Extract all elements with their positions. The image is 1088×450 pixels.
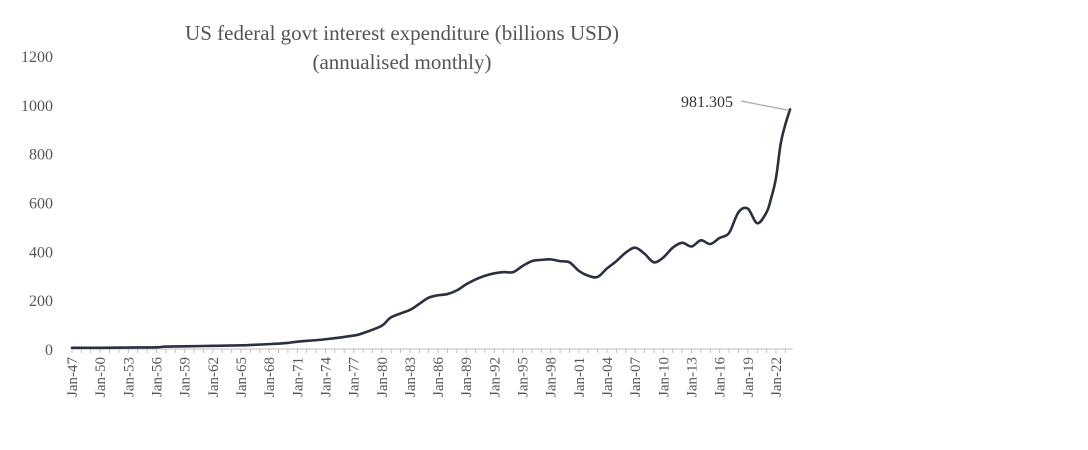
annotation-leader-line [740, 100, 790, 111]
chart-title: US federal govt interest expenditure (bi… [185, 21, 619, 45]
x-tick-label: Jan-07 [628, 357, 644, 397]
x-tick-label: Jan-77 [347, 357, 363, 397]
x-tick-label: Jan-04 [600, 357, 616, 397]
x-tick-label: Jan-10 [656, 357, 672, 397]
y-tick-label: 800 [29, 147, 53, 164]
x-tick-label: Jan-95 [516, 357, 532, 397]
x-tick-label: Jan-68 [262, 357, 278, 397]
x-tick-label: Jan-92 [487, 357, 503, 397]
x-tick-label: Jan-80 [375, 357, 391, 397]
y-tick-label: 400 [29, 244, 53, 261]
x-tick-label: Jan-56 [149, 357, 165, 397]
annotation-label: 981.305 [681, 94, 733, 111]
x-tick-label: Jan-53 [121, 357, 137, 397]
x-tick-label: Jan-16 [713, 357, 729, 397]
y-tick-label: 1000 [21, 98, 53, 115]
y-tick-label: 200 [29, 293, 53, 310]
annotations: 981.305 [681, 94, 790, 111]
x-tick-label: Jan-19 [741, 357, 757, 397]
x-tick-label: Jan-22 [769, 357, 785, 397]
x-tick-label: Jan-47 [65, 357, 81, 397]
series-line-0 [70, 108, 792, 350]
y-tick-label: 0 [45, 342, 53, 359]
x-tick-label: Jan-83 [403, 357, 419, 397]
x-tick-label: Jan-62 [206, 357, 222, 397]
x-tick-label: Jan-50 [93, 357, 109, 397]
x-tick-label: Jan-13 [685, 357, 701, 397]
x-tick-label: Jan-89 [459, 357, 475, 397]
y-tick-label: 600 [29, 196, 53, 213]
x-tick-label: Jan-71 [290, 357, 306, 397]
x-axis: Jan-47 Jan-50 Jan-53 Jan-56 Jan-59 Jan-62 Jan-… [65, 348, 793, 397]
y-tick-label: 1200 [21, 49, 53, 66]
y-axis-ticks: 0 200 400 600 800 1000 1200 [21, 49, 53, 359]
chart-subtitle: (annualised monthly) [312, 50, 491, 74]
series-group [70, 108, 792, 350]
x-tick-label: Jan-65 [234, 357, 250, 397]
x-tick-label: Jan-98 [544, 357, 560, 397]
x-tick-label: Jan-74 [318, 357, 334, 397]
x-tick-label: Jan-01 [572, 357, 588, 397]
x-tick-label: Jan-86 [431, 357, 447, 397]
x-tick-label: Jan-59 [178, 357, 194, 397]
